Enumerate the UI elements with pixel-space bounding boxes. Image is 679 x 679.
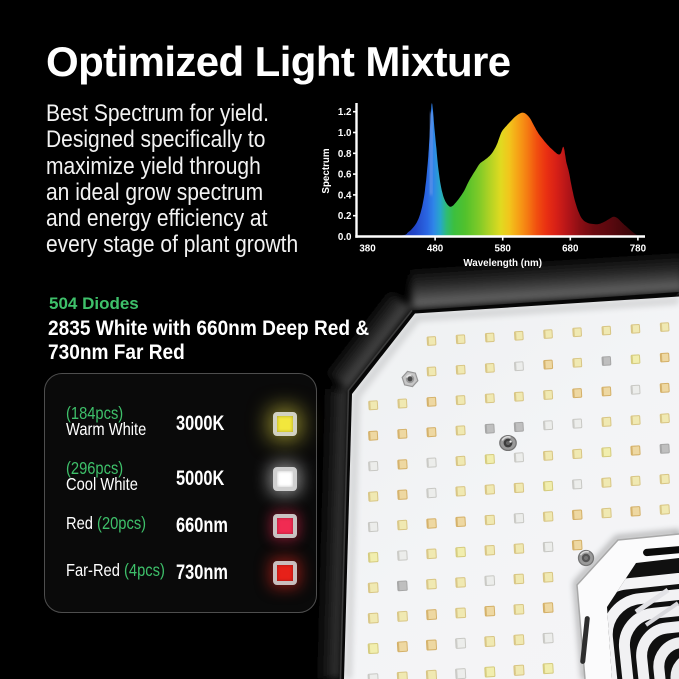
svg-text:1.2: 1.2 bbox=[338, 107, 352, 118]
svg-text:0.6: 0.6 bbox=[338, 170, 352, 181]
svg-text:380: 380 bbox=[359, 244, 376, 255]
svg-text:0.4: 0.4 bbox=[338, 190, 352, 201]
svg-text:480: 480 bbox=[427, 244, 444, 255]
svg-text:Wavelength (nm): Wavelength (nm) bbox=[463, 258, 542, 269]
svg-text:0.8: 0.8 bbox=[338, 149, 352, 160]
svg-text:0.2: 0.2 bbox=[338, 211, 352, 222]
svg-text:0.0: 0.0 bbox=[338, 232, 352, 243]
svg-text:580: 580 bbox=[495, 244, 512, 255]
svg-text:Spectrum: Spectrum bbox=[321, 148, 332, 193]
svg-text:680: 680 bbox=[562, 244, 579, 255]
svg-text:780: 780 bbox=[630, 244, 647, 255]
svg-text:1.0: 1.0 bbox=[338, 128, 352, 139]
